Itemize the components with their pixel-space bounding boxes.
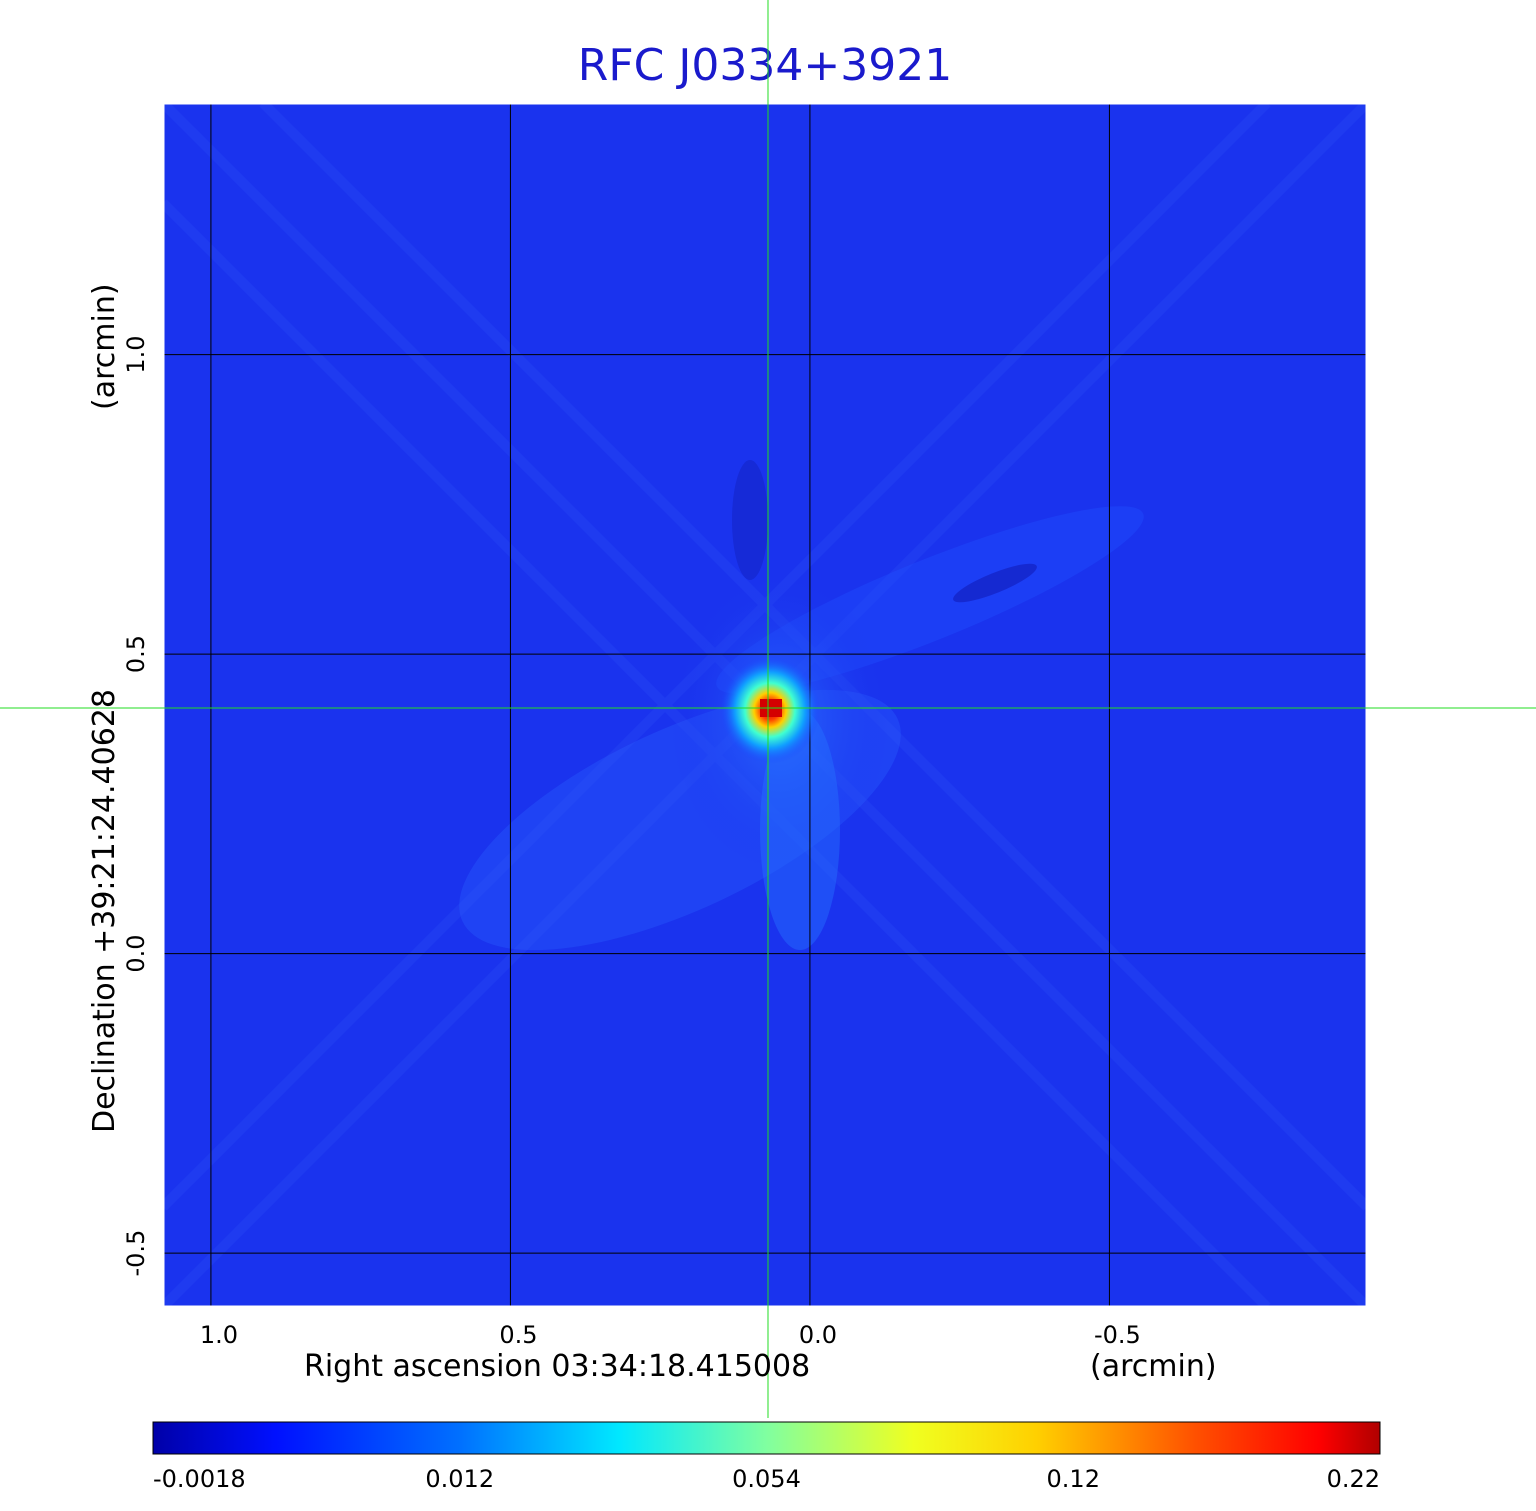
image-frame [161,101,1369,1309]
x-tick-label: 1.0 [200,1321,238,1349]
x-tick-label: -0.5 [1094,1321,1141,1349]
y-tick-label: -0.5 [122,1230,150,1277]
x-axis-unit: (arcmin) [1090,1349,1217,1384]
x-tick-label: 0.0 [799,1321,837,1349]
y-tick-label: 1.0 [122,335,150,373]
colorbar-tick-label: 0.054 [732,1465,801,1493]
y-axis-label: Declination +39:21:24.40628 [87,689,122,1133]
y-tick-label: 0.5 [122,635,150,673]
colorbar-tick-label: -0.0018 [153,1465,246,1493]
x-axis-label: Right ascension 03:34:18.415008 [304,1349,810,1384]
y-tick-label: 0.0 [122,935,150,973]
image-texture [163,103,1367,1307]
chart-title: RFC J0334+3921 [577,40,953,91]
colorbar-tick-label: 0.12 [1047,1465,1100,1493]
x-tick-label: 0.5 [499,1321,537,1349]
colorbar-tick-label: 0.012 [425,1465,494,1493]
colorbar [152,1421,1381,1455]
y-axis-unit: (arcmin) [87,283,122,410]
colorbar-tick-label: 0.22 [1327,1465,1380,1493]
